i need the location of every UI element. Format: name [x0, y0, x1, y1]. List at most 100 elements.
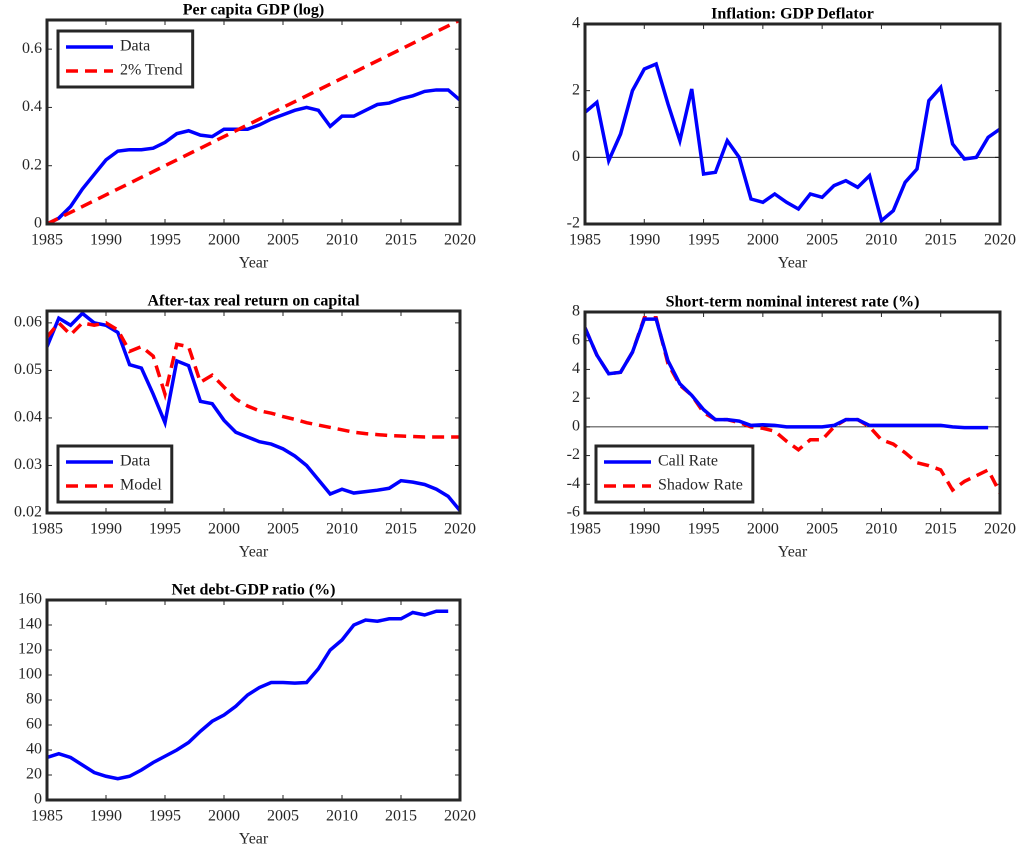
- data-line: [47, 609, 449, 781]
- legend-box: [56, 29, 195, 89]
- x-tick-label: 2010: [326, 521, 358, 538]
- x-tick-label: 2005: [267, 521, 299, 538]
- y-tick-label: 0.06: [14, 314, 42, 331]
- x-tick-label: 2005: [806, 232, 838, 249]
- legend-label: 2% Trend: [120, 62, 183, 79]
- legend-label: Call Rate: [658, 453, 718, 470]
- subplot: Inflation: GDP Deflator Year 1985 1990 1995 2…: [567, 6, 1016, 272]
- legend-box: [594, 444, 755, 504]
- chart-title: Short-term nominal interest rate (%): [666, 294, 920, 311]
- x-tick-label: 2000: [747, 232, 779, 249]
- x-tick-label: 1990: [90, 521, 122, 538]
- x-tick-label: 1995: [149, 808, 181, 825]
- x-tick-label: 2010: [865, 232, 897, 249]
- x-tick-label: 2015: [925, 521, 957, 538]
- x-tick-label: 1985: [31, 808, 63, 825]
- x-tick-label: 2005: [806, 521, 838, 538]
- y-tick-label: 6: [572, 331, 580, 348]
- x-tick-label: 1985: [31, 232, 63, 249]
- y-tick-label: 0.02: [14, 504, 42, 521]
- plot-area: [585, 24, 1000, 224]
- x-axis-label: Year: [239, 255, 269, 272]
- x-tick-label: 1985: [569, 521, 601, 538]
- y-tick-label: 60: [26, 716, 42, 733]
- x-tick-label: 2005: [267, 232, 299, 249]
- x-tick-label: 2020: [444, 521, 476, 538]
- x-tick-label: 1990: [628, 232, 660, 249]
- y-tick-label: -4: [567, 475, 580, 492]
- axes-frame: [583, 22, 1002, 226]
- y-tick-label: 20: [26, 766, 42, 783]
- x-tick-label: 2015: [385, 232, 417, 249]
- x-axis-label: Year: [778, 255, 808, 272]
- legend-label: Model: [120, 477, 162, 494]
- x-tick-label: 2000: [208, 808, 240, 825]
- axes-frame: [45, 598, 462, 802]
- x-tick-label: 2010: [865, 521, 897, 538]
- y-tick-label: 2: [572, 81, 580, 98]
- y-tick-label: 0: [34, 791, 42, 808]
- x-tick-label: 2015: [385, 521, 417, 538]
- x-tick-label: 1995: [688, 232, 720, 249]
- x-tick-label: 2015: [385, 808, 417, 825]
- y-tick-label: 0: [572, 148, 580, 165]
- data-line: [47, 88, 460, 224]
- data-line: [47, 320, 460, 439]
- y-tick-label: 2: [572, 389, 580, 406]
- y-tick-label: 100: [18, 666, 42, 683]
- x-axis-label: Year: [239, 544, 269, 561]
- y-tick-label: 120: [18, 641, 42, 658]
- y-tick-label: 160: [18, 591, 42, 608]
- x-tick-label: 1985: [31, 521, 63, 538]
- subplot: Net debt-GDP ratio (%) Year 1985 1990 1995 20…: [18, 582, 476, 848]
- x-tick-label: 1995: [149, 232, 181, 249]
- x-tick-label: 2005: [267, 808, 299, 825]
- x-tick-label: 2010: [326, 232, 358, 249]
- y-tick-label: 0: [34, 215, 42, 232]
- x-tick-label: 2020: [984, 232, 1016, 249]
- y-tick-label: 0.6: [22, 40, 42, 57]
- y-tick-label: 40: [26, 741, 42, 758]
- x-tick-label: 2000: [208, 232, 240, 249]
- data-line: [47, 20, 460, 224]
- y-tick-label: -2: [567, 446, 580, 463]
- axes-frame: [45, 18, 462, 226]
- legend: Data Model: [56, 444, 174, 504]
- y-tick-label: 0.05: [14, 361, 42, 378]
- legend: Call Rate Shadow Rate: [594, 444, 755, 504]
- legend-box: [56, 444, 174, 504]
- x-tick-label: 2020: [444, 808, 476, 825]
- legend-label: Shadow Rate: [658, 477, 743, 494]
- chart-title: Net debt-GDP ratio (%): [172, 582, 336, 599]
- x-tick-label: 1990: [90, 808, 122, 825]
- plot-area: [47, 600, 460, 800]
- x-tick-label: 2010: [326, 808, 358, 825]
- subplot: Short-term nominal interest rate (%) Year…: [567, 294, 1016, 561]
- y-tick-label: -6: [567, 504, 580, 521]
- x-tick-label: 2020: [984, 521, 1016, 538]
- x-tick-label: 2000: [208, 521, 240, 538]
- chart-title: Per capita GDP (log): [183, 2, 324, 19]
- legend-label: Data: [120, 38, 150, 55]
- x-tick-label: 2015: [925, 232, 957, 249]
- y-tick-label: 4: [572, 360, 580, 377]
- x-tick-label: 1990: [90, 232, 122, 249]
- y-tick-label: -2: [567, 215, 580, 232]
- axes-frame: [583, 310, 1002, 515]
- legend: Data 2% Trend: [56, 29, 195, 89]
- y-tick-label: 0.04: [14, 409, 42, 426]
- subplot: Per capita GDP (log) Year 1985 1990 1995 2000…: [22, 2, 476, 272]
- x-tick-label: 1995: [688, 521, 720, 538]
- y-tick-label: 0.4: [22, 98, 42, 115]
- y-tick-label: 0.2: [22, 156, 42, 173]
- x-tick-label: 2000: [747, 521, 779, 538]
- chart-title: Inflation: GDP Deflator: [711, 6, 874, 23]
- data-line: [47, 311, 460, 512]
- subplot: After-tax real return on capital Year 1985…: [14, 293, 476, 561]
- data-line: [585, 317, 989, 430]
- y-tick-label: 4: [572, 15, 580, 32]
- legend-label: Data: [120, 453, 150, 470]
- chart-title: After-tax real return on capital: [147, 293, 360, 310]
